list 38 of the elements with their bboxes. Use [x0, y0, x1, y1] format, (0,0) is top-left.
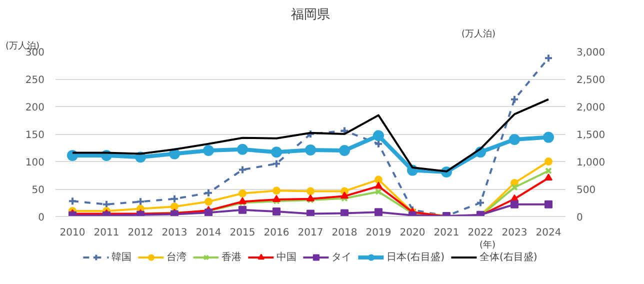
x-tick-label: 2012 [128, 228, 154, 238]
y-tick-label: 150 [25, 130, 45, 141]
y-tick-label: 50 [32, 185, 45, 196]
x-tick-label: 2018 [332, 228, 358, 238]
legend-label: 韓国 [112, 250, 132, 264]
y2-tick-label: 500 [576, 185, 596, 196]
x-tick-label: 2017 [298, 228, 324, 238]
x-tick-label: 2015 [230, 228, 256, 238]
legend-label: 台湾 [166, 250, 187, 264]
x-tick-label: 2010 [60, 228, 86, 238]
y-tick-label: 200 [25, 102, 45, 114]
x-tick-label: 2020 [400, 228, 426, 238]
x-tick-label: 2021 [434, 228, 460, 238]
x-tick-label: 2023 [502, 228, 528, 238]
y-tick-label: 0 [38, 212, 45, 224]
y2-tick-label: 1,000 [576, 158, 606, 168]
x-tick-label: 2019 [366, 228, 392, 238]
legend-label: 全体(右目盛) [480, 250, 538, 264]
legend-label: タイ [332, 251, 352, 264]
y2-tick-label: 1,500 [576, 130, 606, 141]
x-tick-label: 2016 [264, 228, 290, 238]
x-tick-label: 2022 [468, 228, 494, 238]
legend-label: 日本(右目盛) [386, 250, 444, 264]
y2-axis-title: (万人泊) [461, 28, 496, 40]
x-tick-label: 2013 [162, 228, 188, 238]
y2-tick-label: 2,500 [576, 75, 606, 86]
y2-tick-label: 2,000 [576, 102, 606, 114]
x-axis-title: (年) [479, 240, 496, 250]
x-tick-label: 2014 [196, 228, 222, 238]
x-tick-label: 2011 [94, 228, 120, 238]
y2-tick-label: 0 [576, 212, 583, 224]
y2-tick-label: 3,000 [576, 48, 606, 58]
legend-label: 中国 [276, 250, 297, 264]
chart-title: 福岡県 [291, 8, 330, 22]
legend-label: 香港 [222, 250, 242, 264]
x-tick-label: 2024 [536, 228, 562, 238]
y-tick-label: 100 [25, 158, 45, 168]
y-tick-label: 250 [25, 75, 45, 86]
